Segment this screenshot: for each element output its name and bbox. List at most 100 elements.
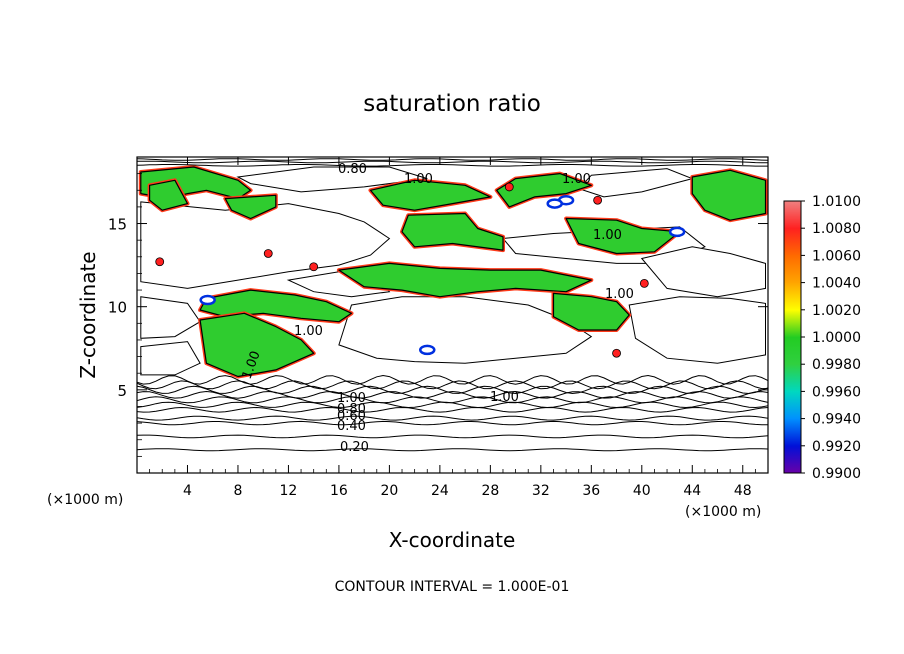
blue-speck bbox=[668, 226, 686, 238]
contour-label-060: 0.60 bbox=[337, 409, 366, 424]
contour-label-top-2: 1.00 bbox=[562, 172, 591, 187]
red-speck bbox=[612, 348, 621, 358]
green-region bbox=[496, 173, 592, 208]
green-region bbox=[565, 217, 681, 255]
colorbar-label: 0.9920 bbox=[812, 439, 861, 455]
red-speck bbox=[593, 195, 603, 205]
contour-line bbox=[137, 415, 768, 421]
blue-speck bbox=[546, 198, 563, 209]
x-tick-label: 24 bbox=[431, 483, 449, 499]
contour-line bbox=[137, 390, 768, 399]
colorbar-segment bbox=[784, 418, 801, 447]
contour-interval-note: CONTOUR INTERVAL = 1.000E-01 bbox=[335, 579, 570, 595]
contour-lines bbox=[137, 158, 768, 452]
contour-line bbox=[137, 164, 768, 167]
contour-label-020: 0.20 bbox=[340, 440, 369, 455]
contour-line bbox=[137, 380, 768, 390]
colorbar-segment bbox=[784, 445, 801, 474]
colorbar-label: 1.0060 bbox=[812, 248, 861, 264]
contour-line bbox=[137, 158, 768, 161]
white-region bbox=[140, 201, 391, 289]
contour-line bbox=[137, 448, 768, 452]
x-tick-label: 16 bbox=[330, 483, 348, 499]
y-tick-label: 15 bbox=[108, 216, 127, 234]
x-tick-label: 48 bbox=[734, 483, 752, 499]
green-region bbox=[224, 194, 277, 220]
white-regions bbox=[140, 166, 766, 376]
colorbar-label: 0.9900 bbox=[812, 466, 861, 482]
green-regions bbox=[138, 165, 768, 379]
colorbar-label: 1.0080 bbox=[812, 221, 861, 237]
y-axis: 5 10 15 bbox=[108, 173, 768, 457]
red-speck bbox=[155, 257, 165, 267]
colorbar-label: 1.0000 bbox=[812, 330, 861, 346]
contour-label-mid-2: 1.00 bbox=[605, 287, 634, 302]
green-region bbox=[552, 292, 630, 331]
contour-line bbox=[137, 396, 768, 404]
colorbar-label: 0.9940 bbox=[812, 412, 861, 428]
red-speck bbox=[309, 262, 319, 272]
y-tick-label: 10 bbox=[108, 299, 127, 317]
x-tick-label: 8 bbox=[233, 483, 242, 499]
colorbar-segment bbox=[784, 364, 801, 392]
colorbar-label: 1.0040 bbox=[812, 276, 861, 292]
colorbar-label: 1.0020 bbox=[812, 303, 861, 319]
colorbar: 1.0100 1.0080 1.0060 1.0040 1.0020 1.0000 0.99… bbox=[783, 194, 861, 482]
green-region bbox=[199, 312, 315, 378]
green-region bbox=[149, 179, 189, 211]
x-tick-label: 20 bbox=[380, 483, 398, 499]
white-region bbox=[640, 246, 766, 298]
colorbar-label: 1.0100 bbox=[812, 194, 861, 210]
contour-label-top: 0.80 bbox=[338, 162, 367, 177]
colorbar-segment bbox=[784, 228, 801, 256]
contour-label-mid-3: 1.00 bbox=[294, 324, 323, 339]
contour-label-top-1: 1.00 bbox=[404, 172, 433, 187]
red-speck bbox=[263, 249, 273, 258]
colorbar-segment bbox=[784, 391, 801, 420]
y-tick-label: 5 bbox=[117, 382, 127, 400]
contour-label-mid-1: 1.00 bbox=[593, 228, 622, 243]
green-region bbox=[691, 169, 767, 221]
x-tick-label: 12 bbox=[280, 483, 298, 499]
colorbar-segment bbox=[784, 309, 801, 338]
x-tick-label: 28 bbox=[481, 483, 499, 499]
x-unit-right: (×1000 m) bbox=[685, 504, 761, 520]
contour-label-bottom-1: 1.00 bbox=[337, 391, 366, 406]
x-tick-label: 4 bbox=[183, 483, 192, 499]
contour-label-bottom-2: 1.00 bbox=[490, 390, 519, 405]
contour-label-080: 0.80 bbox=[337, 402, 366, 417]
x-unit-left: (×1000 m) bbox=[47, 492, 123, 508]
colorbar-label: 0.9960 bbox=[812, 384, 861, 400]
x-tick-label: 40 bbox=[633, 483, 651, 499]
x-tick-label: 36 bbox=[582, 483, 600, 499]
blue-speck bbox=[199, 294, 216, 306]
x-tick-label: 44 bbox=[683, 483, 701, 499]
contour-line bbox=[137, 160, 768, 164]
colorbar-segment bbox=[784, 255, 801, 284]
white-region bbox=[577, 168, 694, 198]
green-region bbox=[338, 262, 592, 298]
colorbar-segment bbox=[784, 201, 801, 229]
contour-label-040: 0.40 bbox=[337, 419, 366, 434]
colorbar-segment bbox=[784, 337, 801, 365]
green-region bbox=[369, 179, 491, 211]
colorbar-segment bbox=[784, 282, 801, 311]
colorbar-label: 0.9980 bbox=[812, 357, 861, 373]
white-region bbox=[338, 296, 593, 364]
y-axis-title: Z-coordinate bbox=[76, 251, 100, 378]
plot-area bbox=[137, 158, 768, 452]
white-region bbox=[140, 296, 201, 339]
x-axis-title: X-coordinate bbox=[389, 528, 516, 552]
x-tick-label: 32 bbox=[532, 483, 550, 499]
white-region bbox=[140, 341, 201, 376]
red-speck bbox=[504, 182, 514, 192]
contour-line bbox=[137, 385, 768, 395]
green-region bbox=[401, 212, 504, 251]
blue-speck bbox=[419, 344, 436, 356]
contour-line bbox=[137, 406, 768, 413]
white-region bbox=[628, 296, 766, 364]
contour-line bbox=[137, 434, 768, 439]
contour-line bbox=[137, 374, 768, 385]
chart-title: saturation ratio bbox=[363, 91, 541, 117]
